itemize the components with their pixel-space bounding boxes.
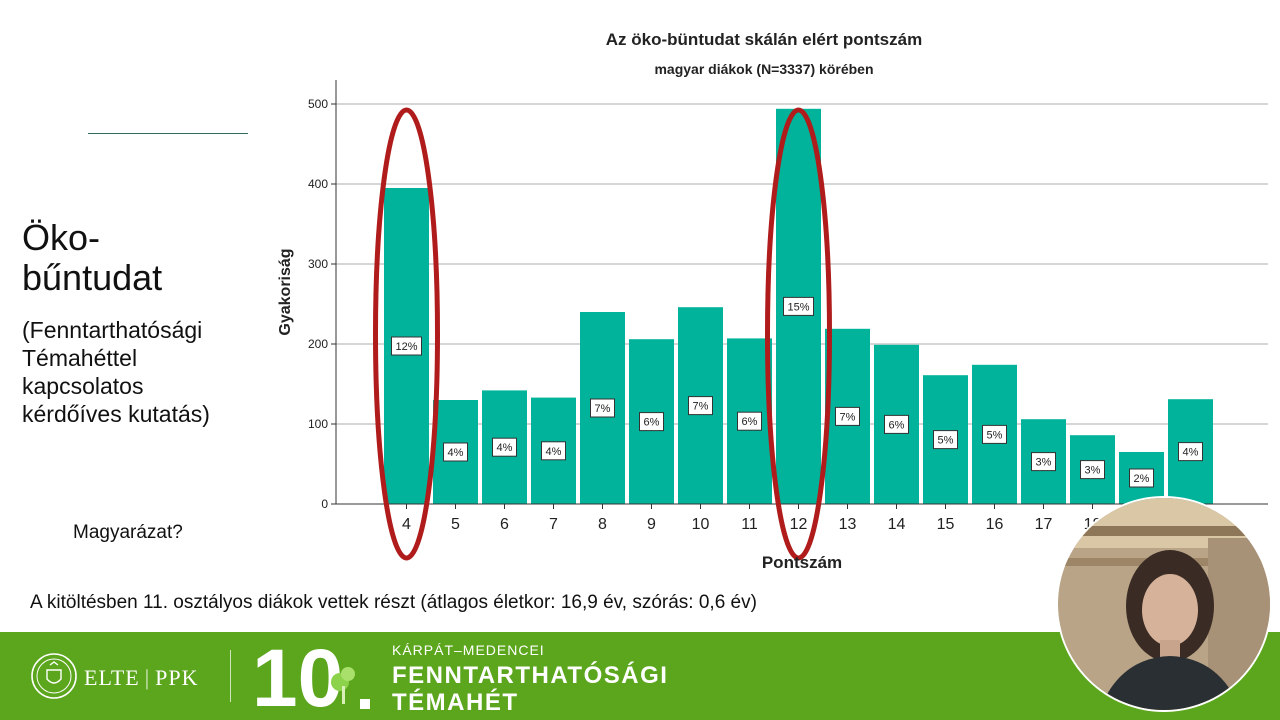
percent-label-box (492, 437, 517, 457)
percent-label-box (783, 296, 814, 316)
footnote: A kitöltésben 11. osztályos diákok vette… (30, 592, 757, 613)
y-tick-label: 500 (308, 97, 328, 111)
percent-label: 6% (889, 419, 905, 431)
percent-label: 6% (742, 416, 758, 428)
percent-label: 5% (987, 429, 1003, 441)
x-tick-label: 7 (549, 516, 558, 533)
percent-label: 4% (1183, 447, 1199, 459)
percent-label-box (1129, 468, 1154, 488)
percent-label: 7% (595, 403, 611, 415)
slide-subtitle-line-3: kapcsolatos (22, 373, 144, 399)
percent-label: 3% (1036, 457, 1052, 469)
percent-label: 6% (644, 417, 660, 429)
x-axis-label: Pontszám (762, 553, 842, 572)
x-tick-label: 17 (1035, 516, 1053, 533)
decorative-rule (88, 133, 248, 134)
percent-label: 3% (1085, 465, 1101, 477)
tree-icon (331, 667, 355, 704)
percent-label-box (391, 336, 422, 356)
explanation-question: Magyarázat? (73, 522, 183, 543)
x-tick-label: 15 (937, 516, 955, 533)
presenter-webcam (1056, 496, 1272, 712)
presenter-video-image (1058, 498, 1270, 710)
x-tick-label: 12 (790, 516, 808, 533)
elte-seal-icon (31, 653, 77, 699)
percent-label: 4% (497, 442, 513, 454)
y-tick-label: 0 (321, 497, 328, 511)
percent-label-box (737, 411, 762, 431)
x-tick-label: 5 (451, 516, 460, 533)
percent-label-box (835, 406, 860, 426)
percent-label: 12% (395, 341, 417, 353)
percent-label: 2% (1134, 473, 1150, 485)
logo-dot (360, 699, 370, 709)
bar-chart: 0100200300400500456789101112131415161718… (277, 30, 1268, 572)
percent-label: 15% (787, 301, 809, 313)
chart-title: Az öko-büntudat skálán elért pontszám (606, 30, 922, 49)
slide-subtitle: (Fenntarthatósági Témahéttel kapcsolatos… (22, 316, 262, 428)
event-region: KÁRPÁT–MEDENCEI (392, 642, 545, 658)
percent-label-box (982, 424, 1007, 444)
x-tick-label: 13 (839, 516, 857, 533)
slide-title-line-2: bűntudat (22, 257, 163, 298)
y-axis-label: Gyakoriság (277, 248, 294, 335)
percent-label-box (590, 398, 615, 418)
slide-title-line-1: Öko- (22, 217, 101, 258)
x-tick-label: 16 (986, 516, 1004, 533)
percent-label-box (541, 441, 566, 461)
percent-label: 4% (448, 447, 464, 459)
labels: 12% 4% 4% 4% 7% 6% 7% 6% 15% 7% 6% 5% 5% 3% 3% 2% 4% (391, 296, 1203, 488)
percent-label: 7% (840, 411, 856, 423)
org-name: ELTE | PPK (84, 665, 199, 691)
x-tick-label: 4 (402, 516, 411, 533)
percent-label-box (884, 414, 909, 434)
x-tick-label: 10 (692, 516, 710, 533)
percent-label-box (1080, 460, 1105, 480)
x-tick-label: 8 (598, 516, 607, 533)
percent-label: 5% (938, 435, 954, 447)
org-name-elte: ELTE (84, 665, 140, 690)
chart-subtitle: magyar diákok (N=3337) körében (654, 61, 873, 77)
event-name-line-2: TÉMAHÉT (392, 689, 519, 716)
event-name-line-1: FENNTARTHATÓSÁGI (392, 662, 669, 689)
highlight-ellipse (765, 107, 832, 561)
highlight-ellipse (373, 107, 440, 561)
percent-label-box (688, 396, 713, 416)
y-tick-label: 300 (308, 257, 328, 271)
anniversary-number: 10 (252, 636, 343, 716)
y-tick-label: 100 (308, 417, 328, 431)
x-tick-label: 9 (647, 516, 656, 533)
slide-subtitle-line-2: Témahéttel (22, 345, 138, 371)
y-tick-label: 400 (308, 177, 328, 191)
x-tick-label: 14 (888, 516, 906, 533)
percent-label-box (443, 442, 468, 462)
anniversary-logo: 10 (252, 636, 370, 716)
highlight-ellipses (373, 107, 832, 561)
percent-label-box (1031, 452, 1056, 472)
y-tick-label: 200 (308, 337, 328, 351)
slide-subtitle-line-4: kérdőíves kutatás) (22, 401, 210, 427)
percent-label-box (1178, 442, 1203, 462)
percent-label-box (933, 430, 958, 450)
percent-label: 4% (546, 446, 562, 458)
x-tick-label: 6 (500, 516, 509, 533)
percent-label-box (639, 412, 664, 432)
org-name-ppk: PPK (155, 665, 199, 690)
x-tick-label: 11 (741, 516, 758, 533)
org-divider: | (144, 665, 151, 690)
footer-divider (230, 650, 231, 702)
slide-subtitle-line-1: (Fenntarthatósági (22, 317, 203, 343)
slide-title: Öko- bűntudat (22, 218, 242, 298)
percent-label: 7% (693, 401, 709, 413)
